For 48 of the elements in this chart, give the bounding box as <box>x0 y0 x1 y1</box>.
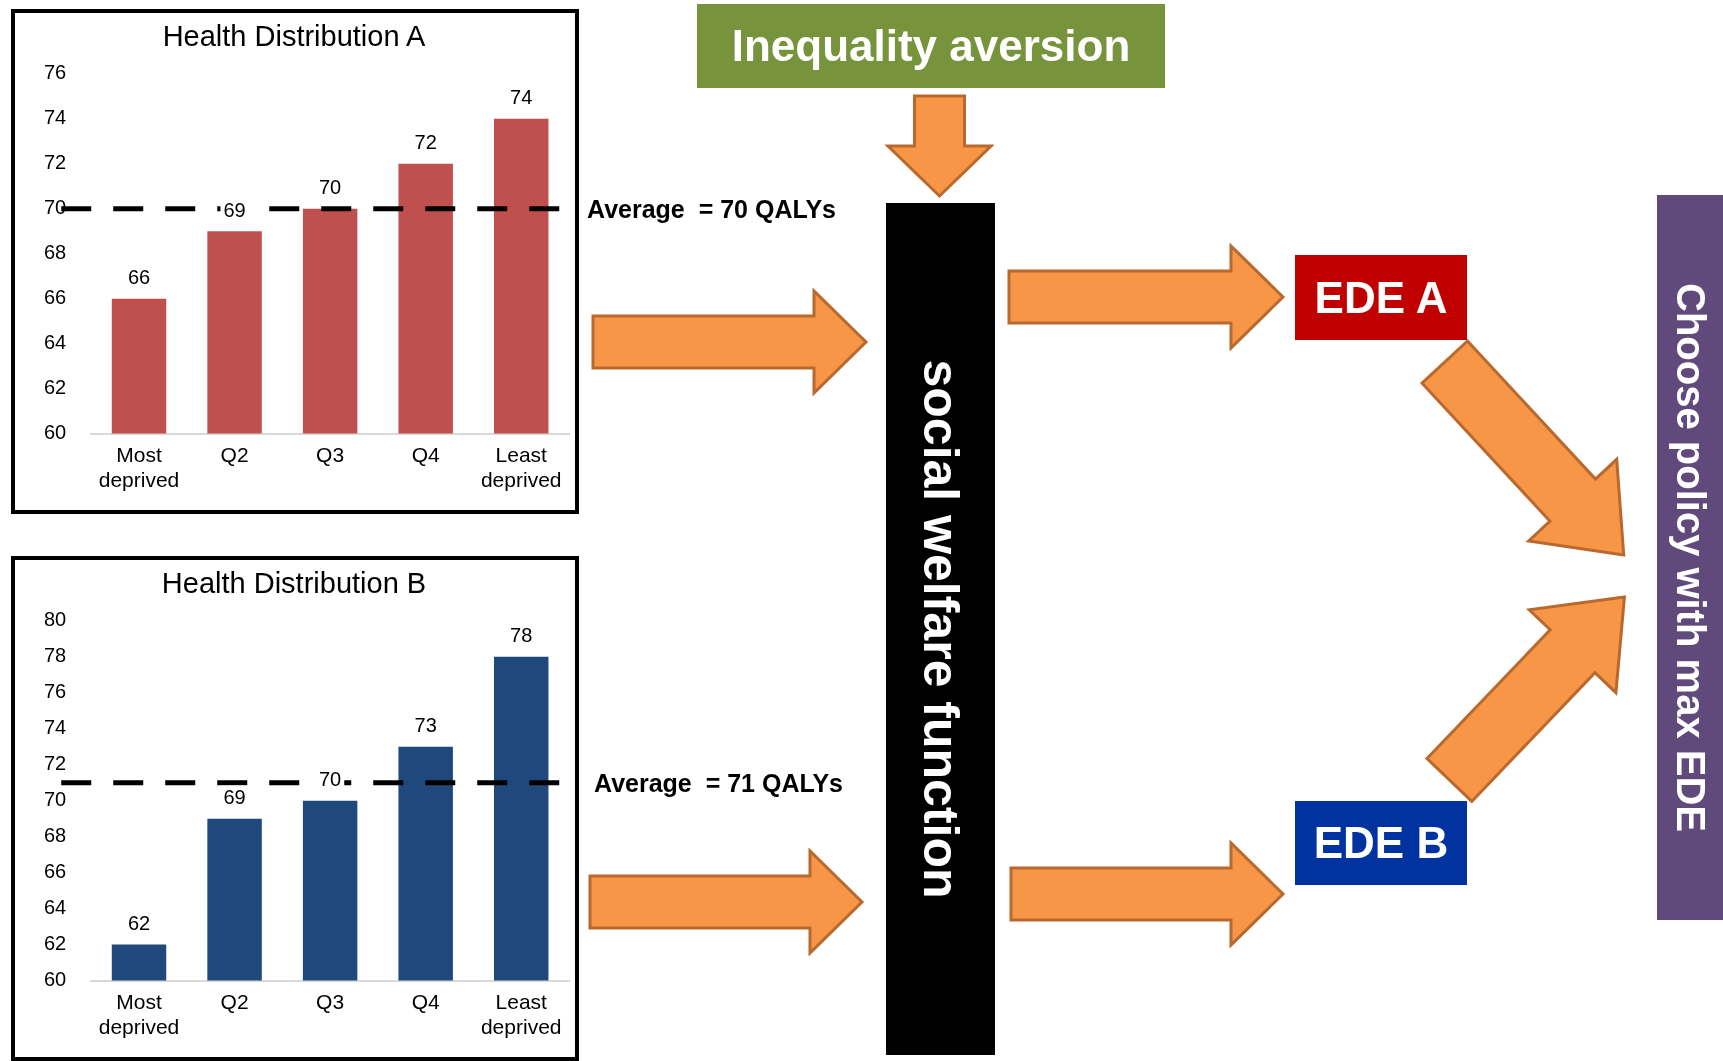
x-tick-label: Most deprived <box>98 990 180 1039</box>
x-tick-label: Q3 <box>316 443 345 466</box>
y-tick-label: 74 <box>44 106 67 129</box>
text: Inequality aversion <box>731 21 1131 71</box>
data-label: 69 <box>223 786 246 809</box>
y-tick-label: 66 <box>44 860 67 883</box>
data-label: 70 <box>319 176 342 199</box>
y-tick-label: 62 <box>44 932 67 955</box>
data-label: 66 <box>127 266 151 289</box>
y-tick-label: 72 <box>44 752 67 775</box>
y-tick-label: 64 <box>44 331 67 354</box>
x-tick-label: Q4 <box>411 443 440 466</box>
chart-title: Health Distribution B <box>161 567 427 600</box>
x-tick-label: Least deprived <box>480 443 562 492</box>
y-tick-label: 62 <box>44 376 67 399</box>
text: EDE B <box>1313 818 1449 868</box>
y-tick-label: 70 <box>44 788 67 811</box>
data-label: 74 <box>510 86 533 109</box>
y-tick-label: 74 <box>44 716 67 739</box>
y-tick-label: 60 <box>44 421 67 444</box>
data-label: 69 <box>223 198 246 221</box>
y-tick-label: 64 <box>44 896 67 919</box>
y-tick-label: 68 <box>44 824 67 847</box>
ref-line-label: Average = 71 QALYs <box>594 768 843 797</box>
data-label: 62 <box>127 912 151 935</box>
chart-title: Health Distribution A <box>162 20 427 53</box>
y-tick-label: 72 <box>44 151 67 174</box>
ref-line-label: Average = 70 QALYs <box>587 194 836 223</box>
x-tick-label: Most deprived <box>98 443 180 492</box>
y-tick-label: 68 <box>44 241 67 264</box>
data-label: 72 <box>414 131 437 154</box>
text: social welfare function <box>911 359 970 899</box>
x-tick-label: Least deprived <box>480 990 562 1039</box>
data-label: 78 <box>510 624 533 647</box>
y-tick-label: 78 <box>44 644 67 667</box>
x-tick-label: Q4 <box>411 990 440 1013</box>
x-tick-label: Q2 <box>220 990 249 1013</box>
x-tick-label: Q2 <box>220 443 249 466</box>
data-label: 70 <box>319 768 342 791</box>
y-tick-label: 60 <box>44 968 67 991</box>
x-tick-label: Q3 <box>316 990 345 1013</box>
y-tick-label: 76 <box>44 61 67 84</box>
y-tick-label: 80 <box>44 608 67 631</box>
data-label: 73 <box>414 714 437 737</box>
y-tick-label: 66 <box>44 286 67 309</box>
text: Choose policy with max EDE <box>1667 282 1713 833</box>
y-tick-label: 76 <box>44 680 67 703</box>
text: EDE A <box>1314 272 1448 323</box>
